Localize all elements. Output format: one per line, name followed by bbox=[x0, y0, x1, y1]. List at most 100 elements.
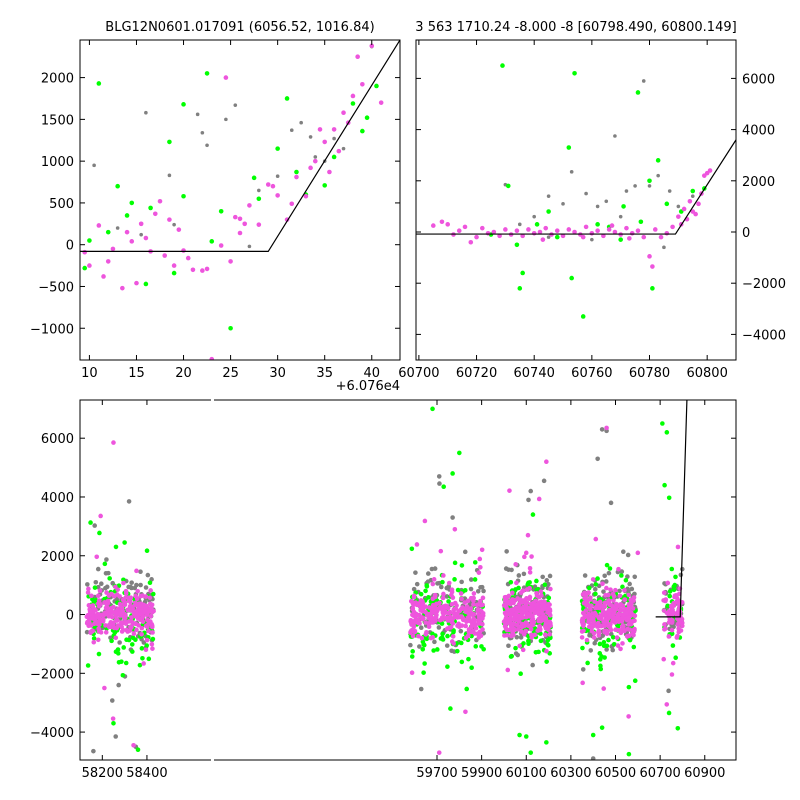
top-left-magenta-point bbox=[247, 203, 252, 208]
bottom-magenta-point bbox=[456, 624, 462, 630]
bottom-gray-point bbox=[587, 633, 592, 638]
top-right-green-point bbox=[554, 234, 560, 240]
top-left-magenta-point bbox=[237, 216, 243, 222]
top-right-xtick-label: 60760 bbox=[571, 366, 612, 381]
top-left-green-point bbox=[294, 169, 299, 175]
bottom-green-outlier-point bbox=[441, 484, 447, 489]
bottom-magenta-point bbox=[91, 639, 97, 645]
bottom-magenta-point bbox=[441, 573, 446, 578]
top-left-gray-point bbox=[313, 155, 318, 159]
top-left-gray-point bbox=[139, 232, 143, 237]
top-right-magenta-point bbox=[606, 227, 612, 232]
bottom-green-point bbox=[464, 686, 470, 692]
bottom-magenta-point bbox=[477, 556, 483, 562]
bottom-gray-point bbox=[104, 584, 110, 590]
bottom-gray-point bbox=[437, 481, 442, 486]
bottom-magenta-point bbox=[138, 593, 144, 599]
bottom-magenta-point bbox=[479, 547, 485, 553]
bottom-green-point bbox=[91, 636, 97, 641]
bottom-magenta-point bbox=[423, 632, 429, 637]
bottom-magenta-point bbox=[465, 598, 471, 604]
bottom-magenta-point bbox=[412, 629, 418, 635]
bottom-magenta-point bbox=[548, 586, 553, 592]
top-left-magenta-point bbox=[289, 201, 295, 207]
bottom-magenta-point bbox=[516, 606, 522, 611]
bottom-gray-outlier-point bbox=[450, 515, 455, 520]
bottom-magenta-point bbox=[527, 570, 533, 575]
bottom-magenta-point bbox=[448, 625, 454, 630]
top-left-magenta-point bbox=[331, 127, 337, 132]
bottom-magenta-point bbox=[502, 595, 508, 600]
bottom-magenta-point bbox=[440, 595, 446, 601]
bottom-magenta-point bbox=[631, 629, 637, 634]
top-right-magenta-point bbox=[540, 237, 546, 242]
top-left-ytick-label: −1000 bbox=[30, 322, 74, 337]
bottom-magenta-point bbox=[666, 634, 672, 639]
top-right-magenta-point bbox=[641, 234, 647, 240]
bottom-magenta-point bbox=[514, 580, 519, 586]
top-right-green-point bbox=[621, 204, 626, 209]
bottom-magenta-point bbox=[111, 604, 116, 610]
bottom-green-point bbox=[627, 637, 633, 643]
bottom-magenta-point bbox=[602, 623, 607, 629]
bottom-gray-point bbox=[435, 581, 440, 586]
bottom-magenta-point bbox=[504, 616, 510, 622]
bottom-magenta-point bbox=[615, 643, 621, 648]
bottom-gray-point bbox=[621, 549, 626, 555]
bottom-magenta-point bbox=[477, 619, 482, 625]
bottom-magenta-point bbox=[95, 637, 101, 643]
bottom-gray-outlier-point bbox=[113, 734, 119, 739]
bottom-green-point bbox=[673, 655, 679, 660]
bottom-magenta-point bbox=[602, 604, 608, 609]
bottom-green-outlier-point bbox=[544, 740, 549, 745]
top-right-gray-point bbox=[584, 191, 588, 196]
bottom-xtick-label: 58200 bbox=[82, 766, 123, 781]
bottom-magenta-point bbox=[632, 613, 638, 619]
bottom-magenta-point bbox=[451, 641, 456, 646]
bottom-magenta-point bbox=[430, 581, 436, 587]
bottom-magenta-point bbox=[620, 624, 626, 629]
bottom-magenta-point bbox=[458, 591, 464, 596]
bottom-magenta-point bbox=[602, 600, 608, 606]
top-left-ytick-label: 2000 bbox=[41, 72, 74, 87]
bottom-magenta-point bbox=[534, 590, 539, 596]
bottom-magenta-point bbox=[147, 601, 153, 607]
top-left-green-point bbox=[129, 200, 135, 206]
top-left-green-point bbox=[275, 146, 280, 151]
top-right-gray-point bbox=[604, 199, 609, 204]
bottom-magenta-point bbox=[582, 612, 588, 618]
bottom-magenta-point bbox=[97, 622, 102, 627]
bottom-magenta-point bbox=[450, 595, 456, 600]
bottom-magenta-point bbox=[663, 626, 668, 631]
bottom-magenta-point bbox=[417, 621, 422, 626]
top-left-magenta-point bbox=[294, 174, 299, 180]
bottom-gray-point bbox=[504, 549, 509, 554]
bottom-green-point bbox=[116, 583, 122, 588]
bottom-green-point bbox=[446, 599, 451, 604]
bottom-magenta-point bbox=[598, 613, 604, 619]
bottom-magenta-point bbox=[619, 618, 625, 623]
top-left-xtick-label: 35 bbox=[316, 366, 333, 381]
bottom-gray-point bbox=[468, 586, 474, 592]
bottom-magenta-point bbox=[521, 607, 526, 613]
bottom-magenta-point bbox=[529, 635, 535, 640]
bottom-green-point bbox=[623, 577, 629, 583]
bottom-magenta-point bbox=[451, 611, 456, 616]
bottom-magenta-point bbox=[580, 592, 586, 597]
bottom-magenta-point bbox=[140, 614, 146, 619]
bottom-xtick-label: 59700 bbox=[416, 766, 457, 781]
bottom-magenta-point bbox=[507, 488, 512, 493]
bottom-magenta-point bbox=[428, 635, 434, 641]
top-right-magenta-point bbox=[595, 228, 600, 234]
bottom-magenta-point bbox=[134, 596, 140, 602]
bottom-magenta-point bbox=[597, 605, 602, 611]
top-left-magenta-point bbox=[265, 182, 271, 187]
bottom-green-point bbox=[139, 646, 145, 651]
top-right-green-point bbox=[505, 183, 511, 189]
bottom-gray-point bbox=[116, 682, 121, 688]
bottom-magenta-point bbox=[610, 591, 616, 597]
top-right-magenta-point bbox=[609, 223, 615, 228]
bottom-gray-point bbox=[462, 549, 468, 555]
bottom-magenta-point bbox=[671, 603, 677, 608]
bottom-magenta-point bbox=[513, 613, 519, 619]
